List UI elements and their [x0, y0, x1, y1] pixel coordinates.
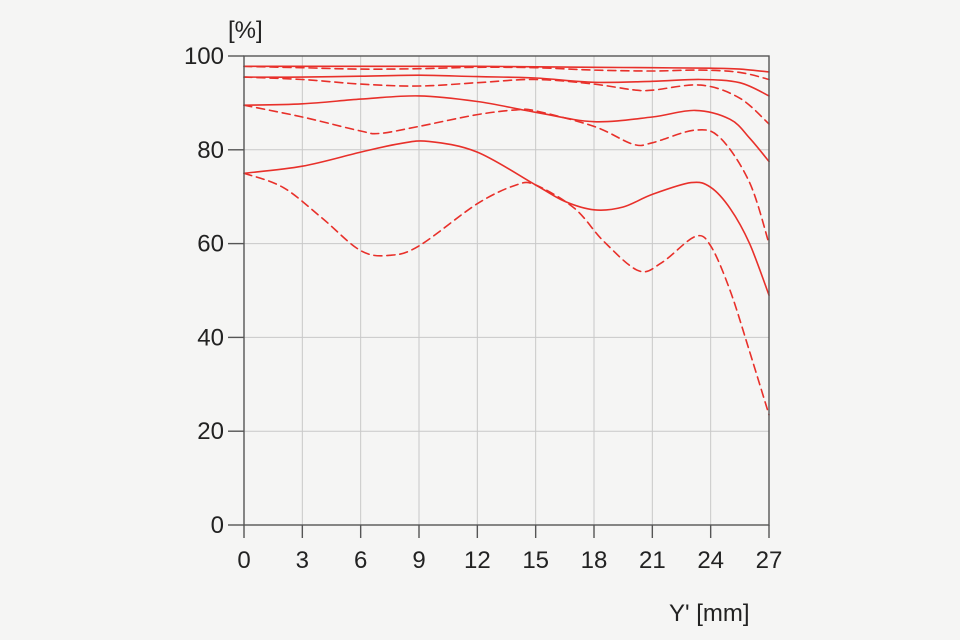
series-line-6-dashed	[243, 104, 770, 245]
y-tick-label: 40	[197, 324, 224, 351]
x-tick-label: 12	[464, 547, 491, 574]
x-tick-label: 27	[756, 547, 783, 574]
x-tick-label: 3	[296, 547, 309, 574]
y-axis-label: [%]	[228, 17, 263, 44]
x-tick-label: 24	[697, 547, 724, 574]
x-tick-label: 6	[354, 547, 367, 574]
series-line-1-solid	[243, 65, 770, 73]
y-tick-label: 60	[197, 231, 224, 258]
y-tick-label: 100	[184, 43, 224, 70]
label-layer: [%] Y' [mm] 0 20 40 60 80 100 0 3 6 9 12 15 18 21 24 27	[184, 17, 782, 627]
series-line-4-dashed	[243, 76, 770, 125]
x-tick-label: 18	[581, 547, 608, 574]
series-line-5-solid	[243, 95, 770, 163]
y-tick-label: 0	[211, 512, 224, 539]
series-line-2-dashed	[243, 65, 770, 81]
x-axis-label: Y' [mm]	[669, 600, 750, 627]
series-layer	[243, 65, 770, 416]
x-tick-label: 9	[412, 547, 425, 574]
y-tick-label: 20	[197, 418, 224, 445]
series-line-7-solid	[243, 140, 770, 296]
axis-layer	[228, 55, 770, 538]
y-tick-label: 80	[197, 137, 224, 164]
x-tick-label: 15	[522, 547, 549, 574]
plot-frame	[243, 55, 770, 526]
grid-layer	[244, 56, 769, 525]
x-tick-label: 0	[237, 547, 250, 574]
series-line-8-dashed	[243, 172, 770, 416]
x-tick-label: 21	[639, 547, 666, 574]
series-line-3-solid	[243, 74, 770, 97]
